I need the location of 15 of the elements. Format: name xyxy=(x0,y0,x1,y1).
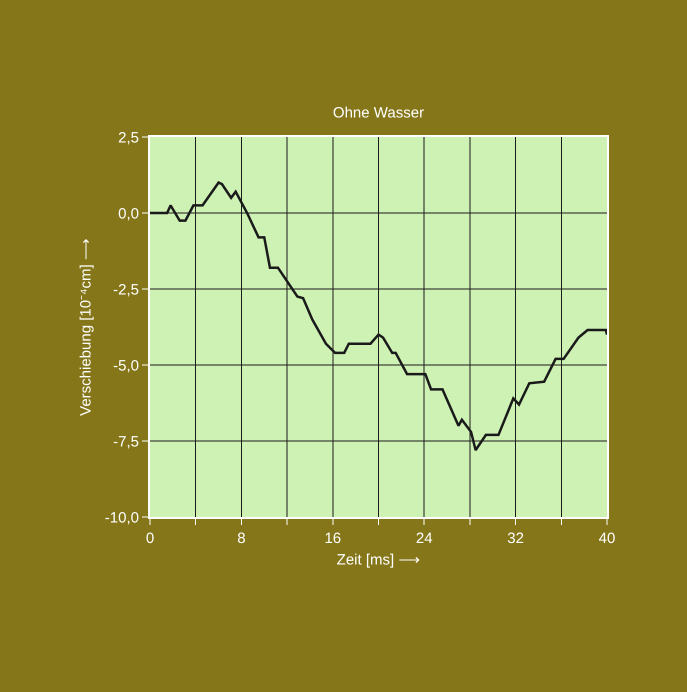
x-axis-title: Zeit [ms] ⟶ xyxy=(336,552,420,568)
x-tick-label: 32 xyxy=(507,530,524,547)
x-tick-label: 40 xyxy=(598,530,616,547)
y-tick-label: 2,5 xyxy=(118,129,139,146)
y-tick-label: 0,0 xyxy=(118,205,139,222)
y-tick-label: -10,0 xyxy=(104,509,139,526)
chart-title: Ohne Wasser xyxy=(332,104,424,122)
x-tick-label: 16 xyxy=(324,530,342,547)
y-axis-title: Verschiebung [10⁻⁴cm] ⟶ xyxy=(78,238,95,416)
x-tick-label: 24 xyxy=(416,530,433,547)
y-tick-label: -2,5 xyxy=(113,281,139,298)
x-tick-label: 8 xyxy=(237,530,246,547)
y-tick-label: -5,0 xyxy=(113,357,139,374)
x-tick-label: 0 xyxy=(146,530,154,547)
y-tick-label: -7,5 xyxy=(113,433,139,450)
